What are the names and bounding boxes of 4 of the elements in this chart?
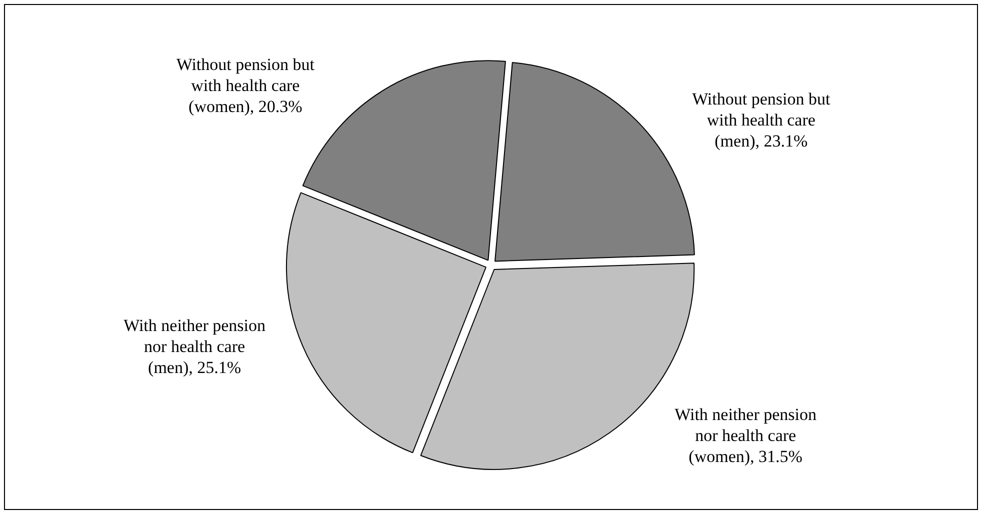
- slice-label: Without pension but with health care (men), 23.1%: [692, 89, 830, 150]
- slice-label: Without pension but with health care (women), 20.3%: [176, 54, 315, 116]
- slice-label: With neither pension nor health care (men), 25.1%: [124, 316, 266, 378]
- slice-label: With neither pension nor health care (women), 31.5%: [674, 404, 818, 466]
